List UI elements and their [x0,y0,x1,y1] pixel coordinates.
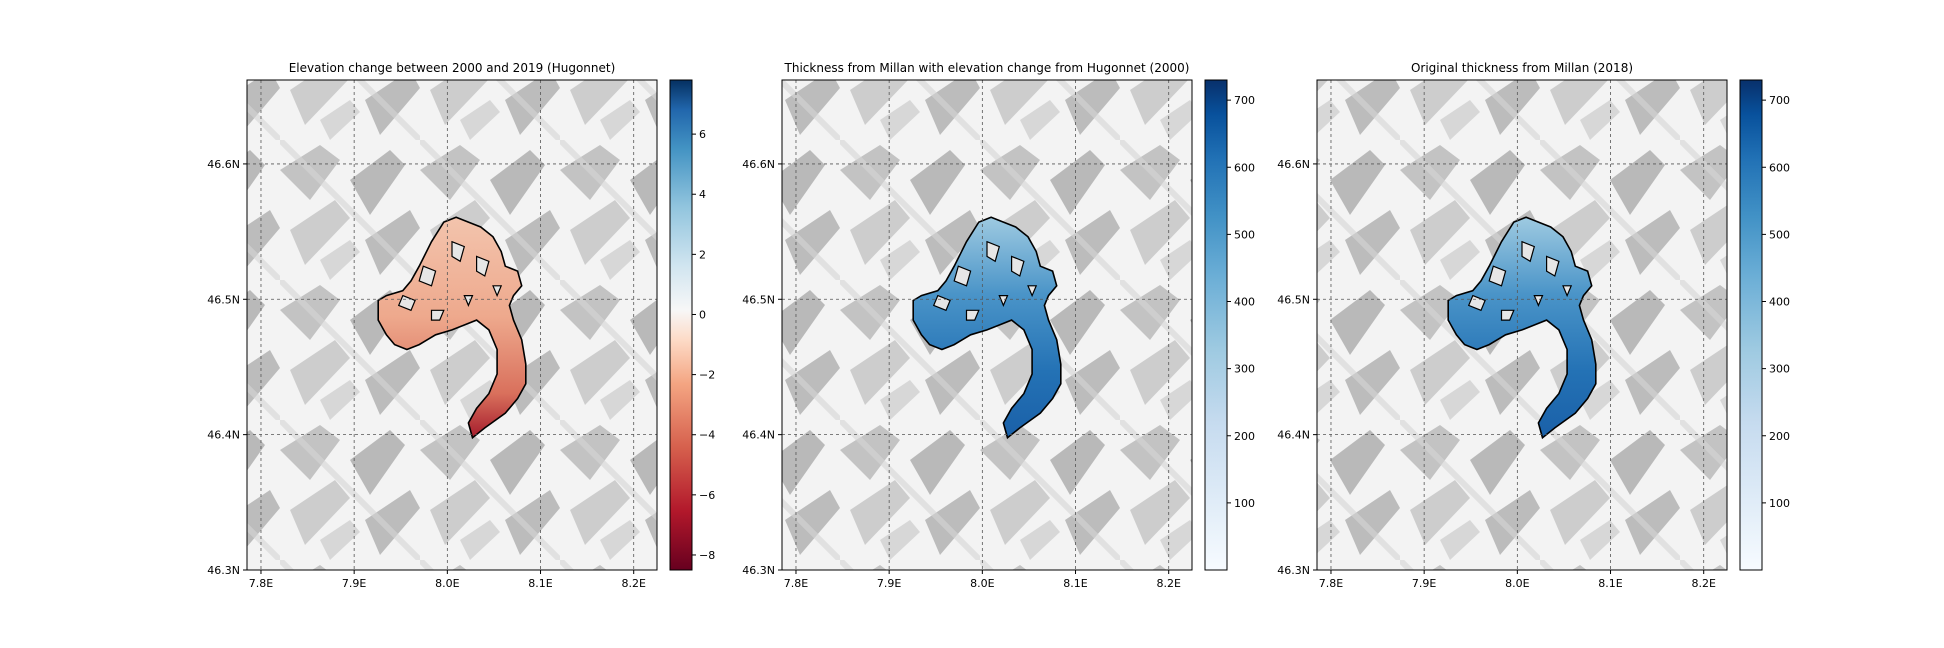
y-tick-label: 46.5N [1277,293,1310,306]
y-tick-label: 46.4N [742,429,775,442]
y-tick-label: 46.3N [207,564,240,577]
nunatak-outline [418,265,437,287]
panel-title: Elevation change between 2000 and 2019 (… [289,61,616,75]
nunatak-outline [1010,255,1025,277]
nunatak-outline [998,295,1009,307]
glacier-outline [1447,216,1597,440]
nunatak-outline [953,265,972,287]
x-tick-label: 7.8E [249,577,273,590]
colorbar-gradient [669,79,693,571]
nunatak-outline [476,255,490,277]
axes-frame [246,79,658,571]
x-tick-label: 8.0E [435,577,459,590]
colorbar-tick-label: 700 [1234,94,1255,107]
colorbar-tick-label: −8 [699,549,715,562]
nunatak-outline [1562,285,1573,298]
subplot-2: Thickness from Millan with elevation cha… [742,61,1255,590]
colorbar-tick-label: −2 [699,369,715,382]
colorbar-tick-label: 100 [1234,497,1255,510]
panel-title: Original thickness from Millan (2018) [1411,61,1633,75]
x-tick-label: 8.0E [970,577,994,590]
y-tick-label: 46.4N [207,429,240,442]
nunatak-outline [1545,255,1560,277]
x-tick-label: 8.2E [1691,577,1715,590]
x-tick-label: 7.9E [877,577,901,590]
colorbar-tick-label: 100 [1769,497,1790,510]
axes-frame [781,79,1193,571]
colorbar-tick-label: 400 [1769,296,1790,309]
colorbar-tick-label: 4 [699,188,706,201]
colorbar-tick-label: 500 [1769,228,1790,241]
colorbar-tick-label: 500 [1234,228,1255,241]
colorbar-tick-label: 400 [1234,296,1255,309]
colorbar-tick-label: 700 [1769,94,1790,107]
y-tick-label: 46.4N [1277,429,1310,442]
x-tick-label: 7.9E [1412,577,1436,590]
x-tick-label: 7.8E [1319,577,1343,590]
y-tick-label: 46.3N [1277,564,1310,577]
colorbar-tick-label: 2 [699,248,706,261]
nunatak-outline [986,240,1001,263]
nunatak-outline [1521,240,1536,263]
colorbar-tick-label: 300 [1769,363,1790,376]
x-tick-label: 8.1E [528,577,552,590]
colorbar-tick-label: 600 [1234,161,1255,174]
nunatak-outline [1488,265,1507,287]
nunatak-outline [1027,285,1038,298]
colorbar: 700 600 500 400 300 200 100 [1739,79,1790,571]
x-tick-label: 7.9E [342,577,366,590]
x-tick-label: 8.0E [1505,577,1529,590]
colorbar-gradient [1204,79,1228,571]
subplot-3: Original thickness from Millan (2018) 7.8… [1277,61,1790,590]
nunatak-outline [451,240,466,263]
nunatak-outline [1533,295,1544,307]
colorbar-tick-label: 200 [1769,430,1790,443]
x-tick-label: 8.1E [1063,577,1087,590]
x-tick-label: 7.8E [784,577,808,590]
y-tick-label: 46.5N [207,293,240,306]
nunatak-outline [463,295,474,307]
y-tick-label: 46.3N [742,564,775,577]
x-tick-label: 8.2E [1156,577,1180,590]
colorbar-tick-label: 600 [1769,161,1790,174]
axes-frame [1316,79,1728,571]
colorbar-tick-label: 200 [1234,430,1255,443]
colorbar: 700 600 500 400 300 200 100 [1204,79,1255,571]
y-tick-label: 46.6N [207,158,240,171]
nunatak-outline [430,309,445,321]
nunatak-outline [492,285,503,298]
x-tick-label: 8.2E [621,577,645,590]
colorbar-tick-label: 300 [1234,363,1255,376]
colorbar-tick-label: −6 [699,489,715,502]
panel-title: Thickness from Millan with elevation cha… [784,61,1190,75]
colorbar: 6 4 2 0 −2 −4 −6 −8 [669,79,715,571]
nunatak-outline [965,309,980,321]
glacier-outline [377,216,527,440]
x-tick-label: 8.1E [1598,577,1622,590]
subplot-1: Elevation change between 2000 and 2019 (… [207,61,715,590]
nunatak-outline [1500,309,1515,321]
colorbar-gradient [1739,79,1763,571]
colorbar-tick-label: −4 [699,429,715,442]
y-tick-label: 46.6N [1277,158,1310,171]
y-tick-label: 46.6N [742,158,775,171]
colorbar-tick-label: 0 [699,308,706,321]
y-tick-label: 46.5N [742,293,775,306]
colorbar-tick-label: 6 [699,128,706,141]
glacier-outline [912,216,1062,440]
